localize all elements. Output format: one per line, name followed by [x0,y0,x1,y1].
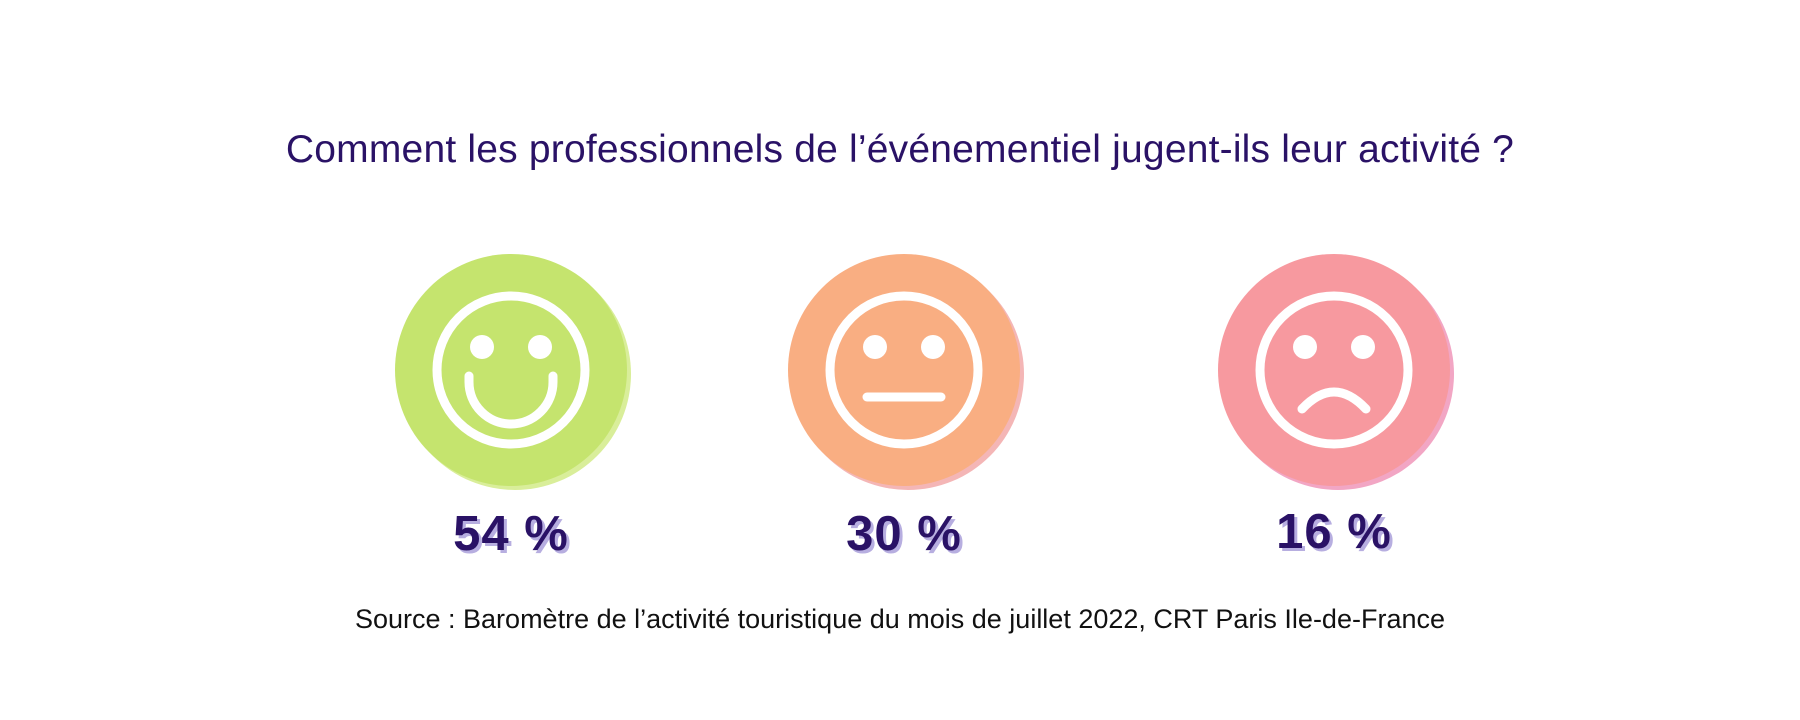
chart-title: Comment les professionnels de l’événemen… [285,128,1515,171]
neutral-face-icon [788,254,1024,490]
happy-face-ring [432,291,590,449]
happy-face-smile [464,371,558,429]
sad-face-ring [1255,291,1413,449]
sad-face-left-eye [1293,335,1317,359]
dissatisfied-item: 16 % [1214,250,1454,580]
satisfied-value-label: 54 % [453,507,569,561]
source-note: Source : Baromètre de l’activité tourist… [354,604,1445,634]
sad-face-right-eye [1351,335,1375,359]
sad-face-circle [1218,254,1450,486]
neutral-face-right-eye [921,335,945,359]
neutral-face-ring [825,291,983,449]
neutral-face-circle [788,254,1020,486]
happy-face-left-eye [470,335,494,359]
happy-face-right-eye [528,335,552,359]
happy-face-icon [395,254,631,490]
neutral-item: 30 % [784,250,1024,580]
sad-face-icon [1218,254,1454,490]
happy-face-circle [395,254,627,486]
neutral-face-left-eye [863,335,887,359]
dissatisfied-value-label: 16 % [1276,505,1392,559]
satisfied-item: 54 % [391,250,631,580]
sad-face-mouth [1297,387,1371,414]
neutral-value-label: 30 % [846,507,962,561]
